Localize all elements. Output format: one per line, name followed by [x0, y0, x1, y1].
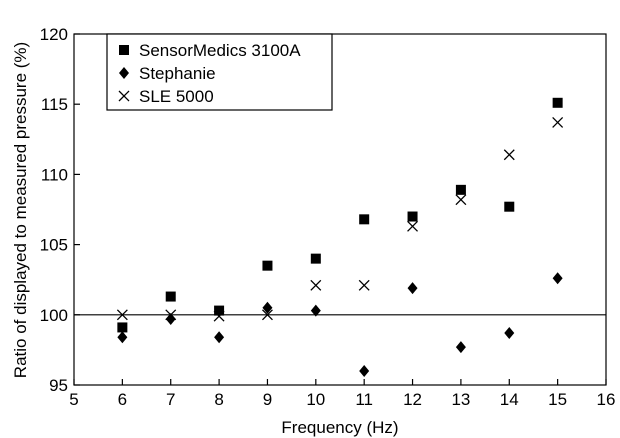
point-series-1-9 [552, 272, 563, 285]
x-tick-label: 15 [548, 390, 567, 409]
legend-label-1: Stephanie [139, 64, 216, 83]
point-series-0-9 [552, 97, 563, 108]
point-series-2-8 [503, 149, 515, 161]
y-tick-label: 110 [41, 165, 68, 184]
point-series-0-6 [407, 211, 418, 222]
tick-labels: 5 6 7 8 9 10 11 12 13 14 15 16 95 100 105 110 115 120 [40, 25, 616, 409]
y-tick-label: 115 [41, 95, 68, 114]
point-series-2-9 [552, 116, 564, 128]
plot-frame [73, 33, 607, 386]
y-tick-label: 100 [40, 306, 68, 325]
x-tick-label: 16 [597, 390, 616, 409]
point-series-1-5 [359, 364, 370, 377]
point-series-1-8 [504, 327, 515, 340]
point-series-2-5 [358, 279, 370, 291]
x-tick-label: 11 [355, 390, 373, 409]
point-series-0-7 [455, 184, 466, 195]
legend-marker-2 [118, 90, 130, 102]
x-tick-label: 7 [166, 390, 175, 409]
point-series-1-0 [117, 331, 128, 344]
x-tick-label: 5 [69, 390, 78, 409]
point-series-2-4 [310, 279, 322, 291]
point-series-0-5 [359, 214, 370, 225]
point-series-1-3 [262, 301, 273, 314]
legend-label-0: SensorMedics 3100A [139, 41, 301, 60]
legend-box [106, 33, 333, 111]
point-series-1-1 [165, 313, 176, 326]
legend-label-2: SLE 5000 [139, 87, 214, 106]
point-series-0-0 [117, 322, 128, 333]
x-tick-label: 8 [214, 390, 223, 409]
x-axis-title: Frequency (Hz) [281, 418, 398, 437]
point-series-2-6 [407, 220, 419, 232]
point-series-2-2 [213, 310, 225, 322]
point-series-0-3 [262, 260, 273, 271]
point-series-0-8 [504, 201, 515, 212]
x-tick-label: 13 [451, 390, 470, 409]
y-tick-label: 120 [40, 25, 68, 44]
legend-marker-0 [119, 45, 129, 55]
point-series-0-1 [165, 291, 176, 302]
x-tick-label: 10 [306, 390, 325, 409]
x-tick-label: 9 [263, 390, 272, 409]
point-series-0-4 [310, 253, 321, 264]
point-series-1-6 [407, 282, 418, 295]
legend-marker-1 [119, 67, 129, 79]
point-series-2-3 [261, 309, 273, 321]
legend: SensorMedics 3100A Stephanie SLE 5000 [106, 33, 333, 111]
point-series-2-7 [455, 194, 467, 206]
point-series-1-7 [455, 341, 466, 354]
point-series-2-0 [116, 309, 128, 321]
point-series-1-4 [310, 304, 321, 317]
point-series-0-2 [214, 305, 225, 316]
x-tick-label: 12 [403, 390, 422, 409]
point-series-1-2 [214, 331, 225, 344]
x-tick-label: 14 [500, 390, 519, 409]
point-series-2-1 [165, 309, 177, 321]
data-points [116, 97, 564, 377]
y-axis-title: Ratio of displayed to measured pressure … [11, 42, 30, 378]
y-tick-label: 95 [49, 376, 68, 395]
y-tick-label: 105 [40, 236, 68, 255]
x-tick-label: 6 [118, 390, 127, 409]
